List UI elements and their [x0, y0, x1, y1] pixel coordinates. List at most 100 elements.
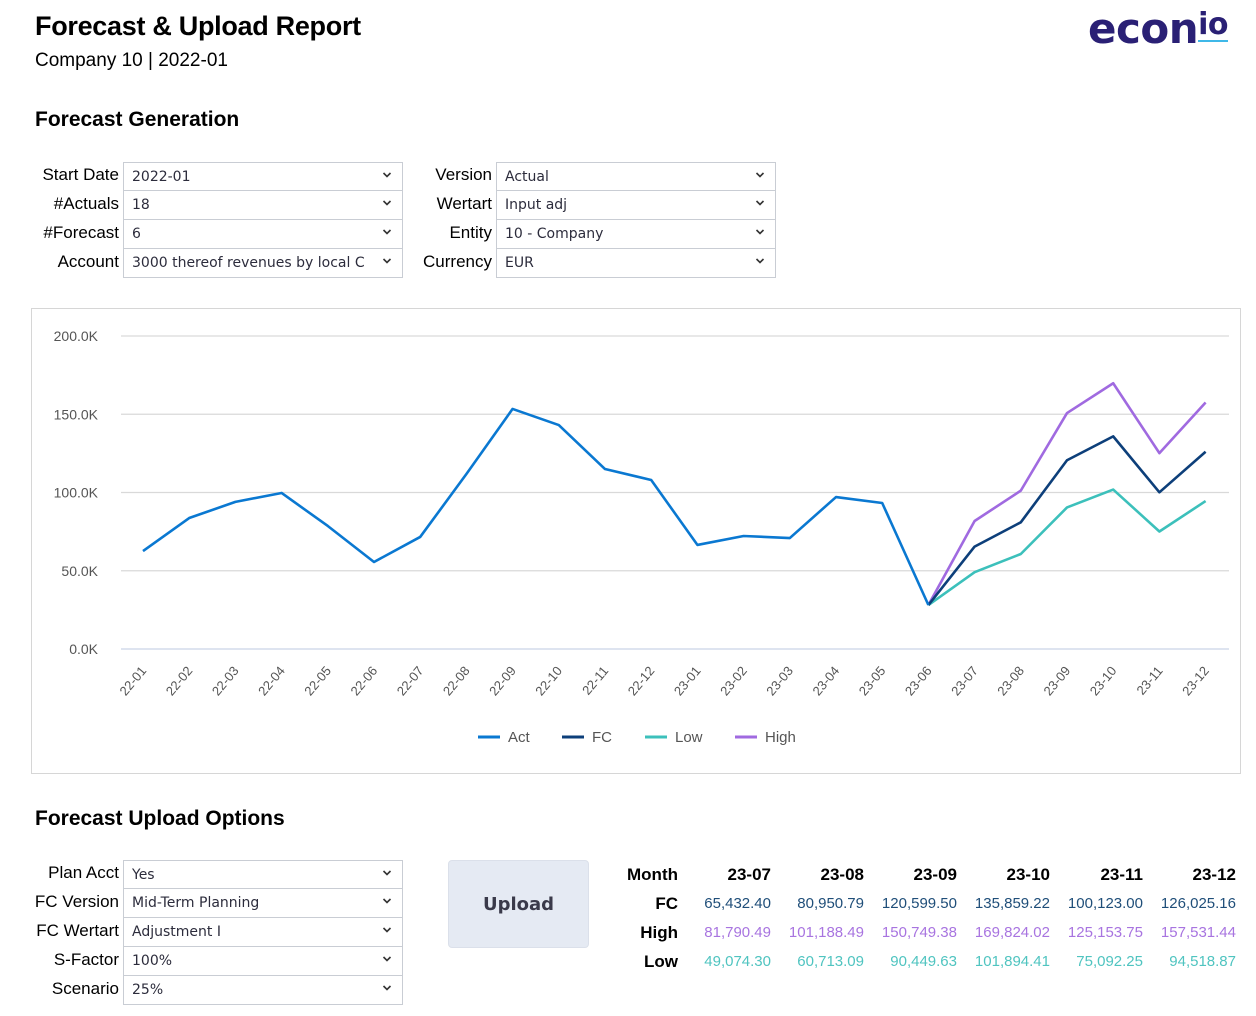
chart-series: [142, 381, 1207, 607]
x-tick-label: 23-07: [948, 663, 981, 698]
s-factor-field: S-Factor 100%: [32, 947, 403, 976]
x-tick-label: 23-05: [856, 663, 889, 698]
chevron-down-icon: [382, 956, 392, 962]
fc-wertart-label: FC Wertart: [36, 921, 119, 940]
x-tick-label: 23-12: [1179, 663, 1212, 698]
x-tick-label: 22-12: [625, 663, 658, 698]
x-tick-label: 23-03: [763, 663, 796, 698]
plan-acct-field: Plan Acct Yes: [32, 860, 403, 889]
account-value: 3000 thereof revenues by local C: [132, 255, 365, 271]
low-value-cell: 60,713.09: [797, 953, 864, 970]
upload-button[interactable]: Upload: [448, 860, 589, 948]
legend-label-low: Low: [675, 729, 703, 746]
actuals-value: 18: [132, 197, 150, 213]
actuals-select[interactable]: 18: [123, 191, 403, 220]
chevron-down-icon: [382, 200, 392, 206]
x-tick-label: 22-07: [394, 663, 427, 698]
series-line-high: [927, 381, 1207, 606]
table-header-row: Month 23-07 23-08 23-09 23-10 23-11 23-1…: [612, 860, 1236, 889]
x-tick-label: 23-06: [902, 663, 935, 698]
month-column-header: 23-10: [1006, 864, 1050, 884]
chevron-down-icon: [382, 172, 392, 178]
entity-select[interactable]: 10 - Company: [496, 220, 776, 249]
high-value-cell: 169,824.02: [974, 924, 1050, 941]
x-tick-label: 23-08: [994, 663, 1027, 698]
forecast-values-table: Month 23-07 23-08 23-09 23-10 23-11 23-1…: [612, 860, 1236, 976]
row-label-low: Low: [644, 951, 678, 971]
x-tick-label: 22-03: [209, 663, 242, 698]
fc-value-cell: 126,025.16: [1160, 895, 1236, 912]
month-column-header: 23-09: [913, 864, 957, 884]
high-value-cell: 150,749.38: [881, 924, 957, 941]
month-column-header: 23-08: [820, 864, 864, 884]
chevron-down-icon: [382, 927, 392, 933]
x-tick-label: 22-05: [301, 663, 334, 698]
account-field: Account 3000 thereof revenues by local C: [35, 249, 403, 278]
chart-legend: Act FC Low High: [478, 729, 796, 746]
month-column-header: 23-11: [1100, 864, 1143, 884]
x-tick-label: 22-04: [255, 663, 288, 698]
table-row-fc: FC 65,432.40 80,950.79 120,599.50 135,85…: [612, 889, 1236, 918]
low-value-cell: 49,074.30: [704, 953, 771, 970]
econio-logo: econio: [1088, 8, 1229, 50]
entity-label: Entity: [449, 223, 492, 242]
fc-wertart-select[interactable]: Adjustment I: [123, 918, 403, 947]
account-select[interactable]: 3000 thereof revenues by local C: [123, 249, 403, 278]
currency-field: Currency EUR: [408, 249, 776, 278]
fc-wertart-value: Adjustment I: [132, 924, 221, 940]
x-tick-label: 23-02: [717, 663, 750, 698]
row-label-high: High: [640, 922, 678, 942]
start-date-field: Start Date 2022-01: [35, 162, 403, 191]
chart-gridlines: [121, 335, 1229, 650]
legend-label-act: Act: [508, 729, 531, 746]
currency-label: Currency: [423, 252, 492, 271]
scenario-label: Scenario: [51, 979, 119, 998]
month-header: Month: [627, 864, 678, 884]
logo-underline: [1198, 40, 1229, 42]
y-tick-label: 50.0K: [61, 563, 98, 579]
chevron-down-icon: [382, 985, 392, 991]
y-tick-label: 200.0K: [54, 328, 99, 344]
chevron-down-icon: [755, 172, 765, 178]
s-factor-value: 100%: [132, 953, 173, 969]
forecast-count-field: #Forecast 6: [35, 220, 403, 249]
fc-value-cell: 100,123.00: [1067, 895, 1143, 912]
wertart-value: Input adj: [505, 197, 568, 213]
plan-acct-select[interactable]: Yes: [123, 860, 403, 889]
currency-select[interactable]: EUR: [496, 249, 776, 278]
fc-version-value: Mid-Term Planning: [132, 895, 260, 911]
x-tick-label: 23-09: [1040, 663, 1073, 698]
x-tick-label: 23-11: [1133, 663, 1165, 697]
fc-version-select[interactable]: Mid-Term Planning: [123, 889, 403, 918]
start-date-value: 2022-01: [132, 169, 191, 185]
x-tick-label: 22-10: [532, 663, 565, 698]
scenario-select[interactable]: 25%: [123, 976, 403, 1005]
low-value-cell: 75,092.25: [1076, 953, 1143, 970]
x-tick-label: 22-06: [347, 663, 380, 698]
series-line-fc: [927, 435, 1207, 606]
legend-label-fc: FC: [592, 729, 612, 746]
scenario-field: Scenario 25%: [32, 976, 403, 1005]
s-factor-select[interactable]: 100%: [123, 947, 403, 976]
table-row-high: High 81,790.49 101,188.49 150,749.38 169…: [612, 918, 1236, 947]
x-tick-label: 23-10: [1087, 663, 1120, 698]
wertart-label: Wertart: [436, 194, 492, 213]
report-subtitle: Company 10 | 2022-01: [35, 50, 228, 71]
forecast-generation-title: Forecast Generation: [35, 108, 240, 131]
chevron-down-icon: [755, 229, 765, 235]
table-row-low: Low 49,074.30 60,713.09 90,449.63 101,89…: [612, 947, 1236, 976]
chevron-down-icon: [382, 258, 392, 264]
series-line-low: [927, 488, 1207, 607]
version-select[interactable]: Actual: [496, 162, 776, 191]
forecast-count-select[interactable]: 6: [123, 220, 403, 249]
low-value-cell: 94,518.87: [1169, 953, 1236, 970]
forecast-chart: 0.0K 50.0K 100.0K 150.0K 200.0K 22-01 22-02 22…: [31, 308, 1241, 774]
report-title: Forecast & Upload Report: [35, 11, 361, 41]
row-label-fc: FC: [655, 893, 678, 913]
start-date-select[interactable]: 2022-01: [123, 162, 403, 191]
y-tick-label: 0.0K: [69, 641, 98, 657]
wertart-select[interactable]: Input adj: [496, 191, 776, 220]
month-column-header: 23-12: [1192, 864, 1236, 884]
high-value-cell: 157,531.44: [1160, 924, 1236, 941]
chevron-down-icon: [382, 898, 392, 904]
